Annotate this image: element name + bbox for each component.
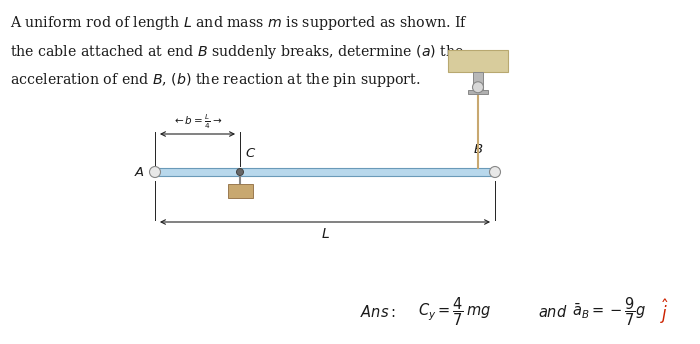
Bar (473, 72, 483, 90)
Text: $\mathit{and}$: $\mathit{and}$ (538, 304, 568, 320)
Text: $\bar{a}_B = -\dfrac{9}{7}g$: $\bar{a}_B = -\dfrac{9}{7}g$ (572, 296, 646, 328)
Text: $C$: $C$ (245, 147, 256, 160)
Text: $\leftarrow b = \frac{L}{4}\rightarrow$: $\leftarrow b = \frac{L}{4}\rightarrow$ (172, 112, 223, 131)
Text: $\mathit{Ans}\mathrm{:}$: $\mathit{Ans}\mathrm{:}$ (360, 304, 395, 320)
Circle shape (237, 169, 244, 175)
Bar (155, 168, 495, 176)
Text: $L$: $L$ (321, 227, 330, 241)
Text: $\hat{j}$: $\hat{j}$ (660, 298, 669, 326)
Bar (228, 184, 253, 198)
Circle shape (489, 166, 500, 178)
Circle shape (473, 82, 484, 93)
Text: $A$: $A$ (134, 165, 145, 179)
Bar (468, 90, 488, 94)
Text: A uniform rod of length $L$ and mass $m$ is supported as shown. If: A uniform rod of length $L$ and mass $m$… (10, 14, 468, 32)
Circle shape (150, 166, 160, 178)
Bar (448, 50, 508, 72)
Text: $C_y = \dfrac{4}{7}\,mg$: $C_y = \dfrac{4}{7}\,mg$ (418, 296, 491, 328)
Text: the cable attached at end $B$ suddenly breaks, determine $(a)$ the: the cable attached at end $B$ suddenly b… (10, 43, 464, 61)
Text: $B$: $B$ (473, 143, 483, 156)
Text: acceleration of end $B$, $(b)$ the reaction at the pin support.: acceleration of end $B$, $(b)$ the react… (10, 71, 421, 89)
